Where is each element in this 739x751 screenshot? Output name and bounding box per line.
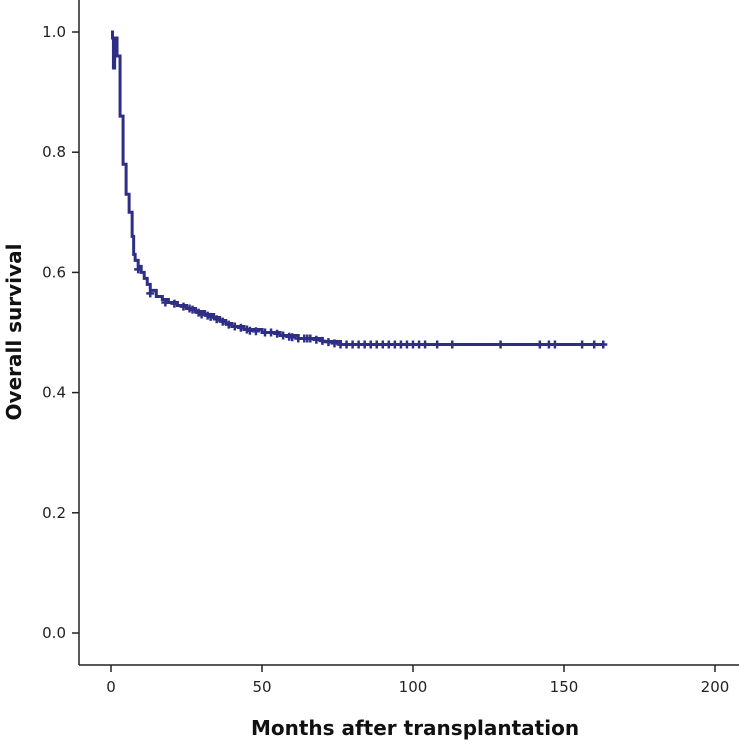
censor-mark: [496, 340, 505, 349]
censor-mark: [448, 340, 457, 349]
censor-mark: [590, 340, 599, 349]
y-tick-label: 1.0: [42, 23, 66, 41]
y-tick-label: 0.8: [42, 143, 66, 161]
axes: [78, 0, 739, 666]
censor-mark: [218, 317, 227, 326]
censor-mark: [146, 289, 155, 298]
censor-mark: [421, 340, 430, 349]
censor-mark: [206, 312, 215, 321]
censor-mark: [251, 327, 260, 336]
y-axis-title: Overall survival: [2, 244, 26, 421]
x-tick-label: 200: [701, 678, 730, 696]
censor-mark: [550, 340, 559, 349]
y-tick-label: 0.4: [42, 384, 66, 402]
x-ticks: 0 50 100 150 200: [106, 665, 729, 696]
x-tick-label: 50: [252, 678, 271, 696]
y-tick-label: 0.6: [42, 263, 66, 281]
censor-mark: [224, 320, 233, 329]
censor-mark: [179, 302, 188, 311]
censor-mark: [273, 329, 282, 338]
censor-mark: [236, 323, 245, 332]
x-axis-title: Months after transplantation: [251, 716, 579, 740]
censor-mark: [578, 340, 587, 349]
censor-mark: [161, 298, 170, 307]
x-tick-label: 0: [106, 678, 116, 696]
censor-mark: [599, 340, 608, 349]
y-ticks: 0.0 0.2 0.4 0.6 0.8 1.0: [42, 23, 79, 642]
y-tick-label: 0.2: [42, 504, 66, 522]
censor-mark: [134, 265, 143, 274]
censor-mark: [433, 340, 442, 349]
censor-mark: [188, 305, 197, 314]
censor-mark: [535, 340, 544, 349]
censor-mark: [170, 299, 179, 308]
x-tick-label: 150: [550, 678, 579, 696]
y-tick-label: 0.0: [42, 624, 66, 642]
censor-mark: [212, 315, 221, 324]
x-tick-label: 100: [399, 678, 428, 696]
censor-marks: [134, 265, 608, 349]
